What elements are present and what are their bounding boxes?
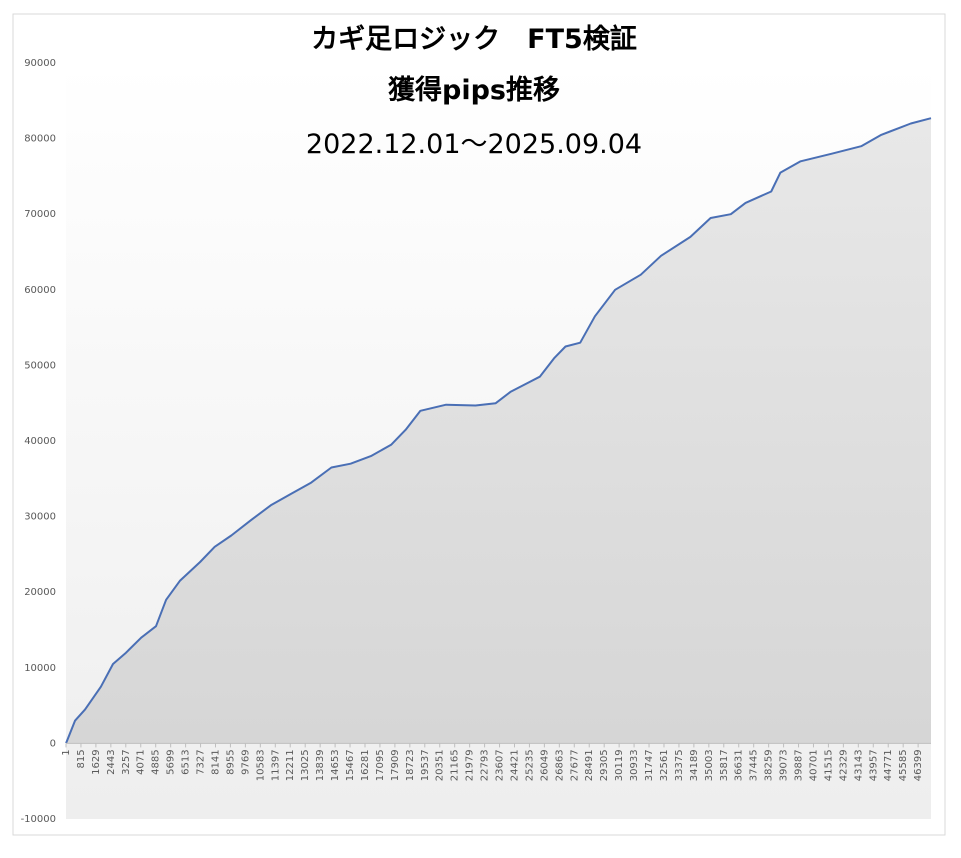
chart-title: カギ足ロジック FT5検証 [311,23,637,55]
y-tick-label: 10000 [24,663,56,674]
x-tick-label: 11397 [270,749,281,781]
x-tick-label: 8141 [210,749,221,774]
x-tick-label: 33375 [674,749,685,781]
x-tick-label: 5699 [166,749,177,774]
x-tick-label: 16281 [360,749,371,781]
x-tick-label: 45585 [898,749,909,781]
x-tick-label: 32561 [659,749,670,781]
x-tick-label: 28491 [584,749,595,781]
x-tick-label: 21979 [465,749,476,781]
x-tick-label: 39887 [794,749,805,781]
x-tick-label: 18723 [405,749,416,781]
x-tick-label: 19537 [420,749,431,781]
y-tick-label: 30000 [24,512,56,523]
x-tick-label: 4071 [136,749,147,774]
y-tick-label: 0 [50,738,56,749]
x-tick-label: 27677 [569,749,580,781]
x-tick-label: 10583 [255,749,266,781]
x-tick-label: 39073 [779,749,790,781]
x-tick-label: 42329 [838,749,849,781]
x-tick-label: 29305 [599,749,610,781]
x-tick-label: 17095 [375,749,386,781]
x-tick-label: 13839 [315,749,326,781]
x-tick-label: 4885 [151,749,162,774]
x-tick-label: 37445 [749,749,760,781]
area [66,118,931,744]
x-tick-label: 9769 [240,749,251,774]
x-tick-label: 1 [61,749,72,755]
x-tick-label: 43957 [868,749,879,781]
y-tick-label: 80000 [24,134,56,145]
x-tick-label: 31747 [644,749,655,781]
x-tick-label: 40701 [808,749,819,781]
x-tick-label: 26049 [539,749,550,781]
x-tick-label: 35003 [704,749,715,781]
x-tick-label: 815 [76,749,87,768]
y-tick-label: 20000 [24,587,56,598]
x-tick-label: 22793 [480,749,491,781]
x-tick-label: 17909 [390,749,401,781]
x-tick-label: 6513 [181,749,192,774]
y-tick-label: 60000 [24,285,56,296]
x-tick-label: 30933 [629,749,640,781]
x-tick-label: 13025 [300,749,311,781]
date-range: 2022.12.01～2025.09.04 [306,129,642,160]
x-tick-label: 26863 [554,749,565,781]
x-tick-label: 7327 [196,749,207,774]
x-tick-label: 8955 [225,749,236,774]
y-tick-label: 90000 [24,58,56,69]
y-tick-label: 40000 [24,436,56,447]
x-tick-label: 43143 [853,749,864,781]
x-tick-label: 46399 [913,749,924,781]
x-tick-label: 35817 [719,749,730,781]
x-tick-label: 1629 [91,749,102,774]
x-tick-label: 30119 [614,749,625,781]
y-tick-label: 70000 [24,209,56,220]
x-tick-label: 34189 [689,749,700,781]
x-tick-label: 41515 [823,749,834,781]
x-tick-label: 44771 [883,749,894,781]
x-tick-label: 21165 [450,749,461,781]
x-tick-label: 3257 [121,749,132,774]
x-tick-label: 36631 [734,749,745,781]
x-tick-label: 12211 [285,749,296,781]
x-tick-label: 24421 [509,749,520,781]
line [65,117,932,744]
x-tick-label: 20351 [435,749,446,781]
x-tick-label: 38259 [764,749,775,781]
y-tick-label: 50000 [24,360,56,371]
chart-subtitle: 獲得pips推移 [388,75,560,106]
x-tick-label: 25235 [524,749,535,781]
x-tick-label: 14653 [330,749,341,781]
y-tick-label: -10000 [21,814,56,825]
x-tick-label: 15467 [345,749,356,781]
x-tick-label: 2443 [106,749,117,774]
x-tick-label: 23607 [495,749,506,781]
